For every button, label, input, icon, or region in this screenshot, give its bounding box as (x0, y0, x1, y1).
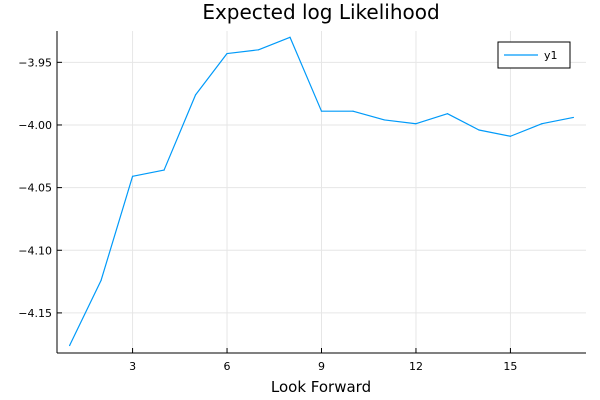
x-tick-label: 3 (129, 360, 136, 373)
data-point (352, 110, 354, 112)
data-point (289, 36, 291, 38)
data-point (446, 113, 449, 115)
data-point (226, 52, 228, 55)
data-point (541, 123, 543, 125)
chart-title: Expected log Likelihood (202, 0, 439, 24)
x-tick-label: 9 (318, 360, 325, 373)
data-point (131, 175, 134, 177)
data-point (163, 169, 165, 171)
y-tick-label: −4.00 (18, 119, 52, 132)
legend: y1 (497, 41, 571, 69)
y-tick-label: −4.10 (18, 244, 52, 257)
data-point (383, 119, 386, 121)
data-point (415, 123, 417, 125)
x-axis-title: Look Forward (271, 378, 371, 396)
legend-label: y1 (544, 49, 558, 62)
data-point (572, 116, 575, 119)
data-point (320, 110, 323, 112)
y-tick-label: −3.95 (18, 56, 52, 69)
y-tick-label: −4.15 (18, 307, 52, 320)
data-point (478, 129, 480, 131)
data-point (100, 279, 102, 281)
x-tick-label: 15 (503, 360, 517, 373)
series-group (68, 36, 575, 347)
y-tick-label: −4.05 (18, 182, 52, 195)
x-tick-label: 6 (224, 360, 231, 373)
x-tick-label: 12 (409, 360, 423, 373)
grid (57, 31, 586, 353)
data-point (194, 94, 197, 96)
y-ticks: −3.95 −4.00 −4.05 −4.10 −4.15 (18, 56, 62, 320)
x-ticks: 3 6 9 12 15 (129, 348, 517, 373)
data-point (68, 344, 71, 347)
data-point (257, 49, 260, 51)
data-point (509, 135, 512, 137)
